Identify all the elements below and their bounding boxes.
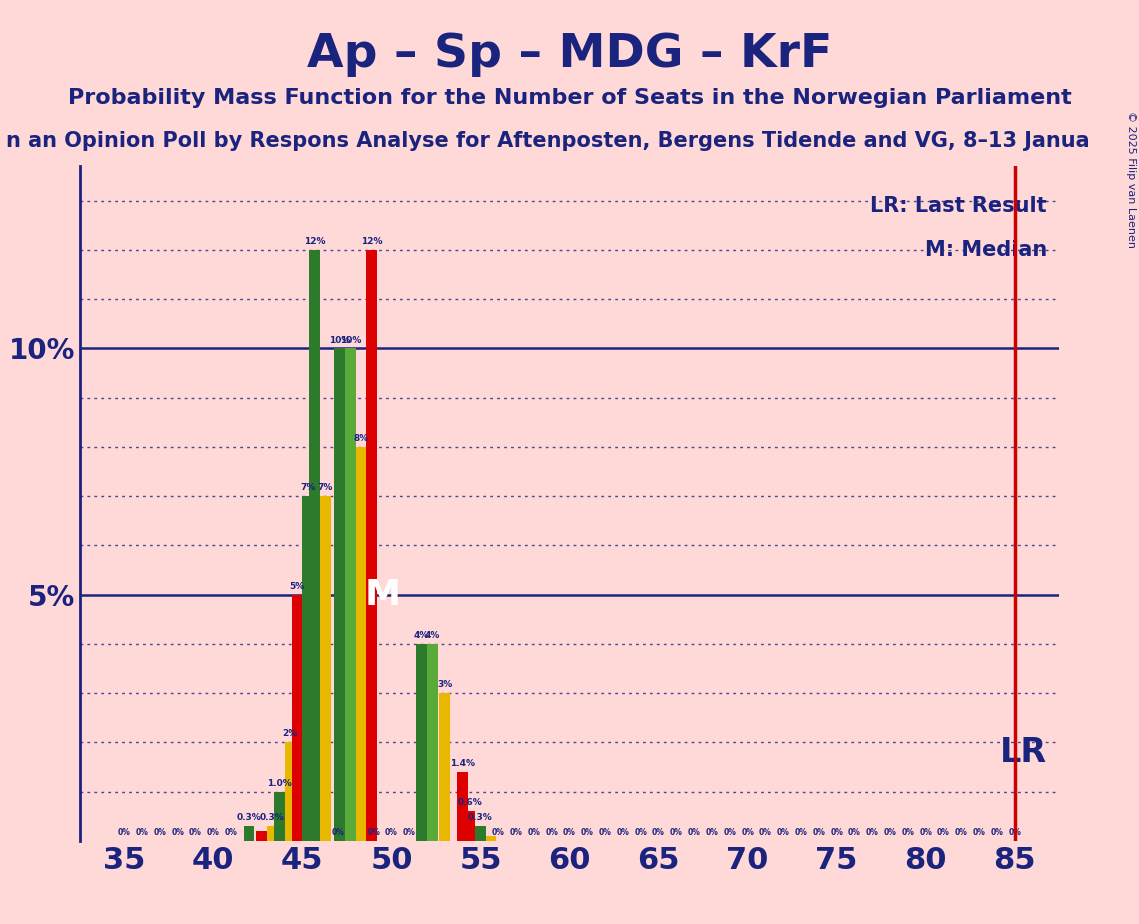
Text: 0%: 0% (154, 828, 166, 837)
Text: 4%: 4% (425, 631, 440, 640)
Bar (486, 836, 497, 841)
Text: 0%: 0% (812, 828, 826, 837)
Bar (367, 250, 377, 841)
Text: 3%: 3% (437, 680, 452, 689)
Text: 0%: 0% (759, 828, 772, 837)
Text: 0%: 0% (688, 828, 700, 837)
Bar (244, 826, 254, 841)
Text: 0%: 0% (634, 828, 647, 837)
Text: 4%: 4% (413, 631, 429, 640)
Bar (345, 348, 355, 841)
Bar (465, 811, 475, 841)
Bar (440, 693, 450, 841)
Text: 0%: 0% (171, 828, 185, 837)
Text: Ap – Sp – MDG – KrF: Ap – Sp – MDG – KrF (306, 32, 833, 78)
Text: 0%: 0% (973, 828, 985, 837)
Text: 0%: 0% (954, 828, 968, 837)
Text: 0%: 0% (723, 828, 736, 837)
Text: 0.3%: 0.3% (260, 813, 285, 822)
Text: 0%: 0% (385, 828, 398, 837)
Text: 10%: 10% (329, 335, 351, 345)
Bar (320, 496, 330, 841)
Text: 0%: 0% (367, 828, 380, 837)
Text: 0%: 0% (670, 828, 682, 837)
Bar (475, 826, 486, 841)
Text: 0%: 0% (741, 828, 754, 837)
Text: 0%: 0% (509, 828, 523, 837)
Bar (457, 772, 468, 841)
Text: LR: Last Result: LR: Last Result (870, 196, 1047, 215)
Bar (417, 644, 427, 841)
Text: 7%: 7% (300, 483, 316, 492)
Bar (292, 595, 302, 841)
Text: 1.0%: 1.0% (267, 779, 292, 787)
Text: 0%: 0% (581, 828, 593, 837)
Text: 0%: 0% (937, 828, 950, 837)
Text: 5%: 5% (289, 582, 304, 590)
Text: 0%: 0% (830, 828, 843, 837)
Bar (355, 447, 367, 841)
Text: 0%: 0% (403, 828, 416, 837)
Bar (256, 831, 267, 841)
Text: 0%: 0% (527, 828, 540, 837)
Text: 0%: 0% (705, 828, 719, 837)
Text: 0.3%: 0.3% (468, 813, 493, 822)
Text: LR: LR (1000, 736, 1047, 769)
Text: 0%: 0% (546, 828, 558, 837)
Text: 0%: 0% (1008, 828, 1022, 837)
Text: 7%: 7% (318, 483, 334, 492)
Text: 0%: 0% (991, 828, 1003, 837)
Text: M: M (364, 578, 401, 612)
Text: © 2025 Filip van Laenen: © 2025 Filip van Laenen (1126, 111, 1136, 248)
Text: 0%: 0% (207, 828, 220, 837)
Text: 0%: 0% (563, 828, 576, 837)
Text: 0%: 0% (331, 828, 344, 837)
Text: 0%: 0% (224, 828, 238, 837)
Bar (267, 826, 278, 841)
Bar (285, 742, 295, 841)
Text: 0%: 0% (189, 828, 202, 837)
Text: n an Opinion Poll by Respons Analyse for Aftenposten, Bergens Tidende and VG, 8–: n an Opinion Poll by Respons Analyse for… (6, 131, 1089, 152)
Text: 0%: 0% (884, 828, 896, 837)
Text: 0%: 0% (616, 828, 630, 837)
Text: 0.6%: 0.6% (458, 798, 482, 808)
Text: 2%: 2% (282, 729, 297, 738)
Text: 0%: 0% (901, 828, 915, 837)
Text: 1.4%: 1.4% (450, 759, 475, 768)
Bar (273, 792, 285, 841)
Text: 0%: 0% (795, 828, 808, 837)
Text: Probability Mass Function for the Number of Seats in the Norwegian Parliament: Probability Mass Function for the Number… (67, 88, 1072, 108)
Text: 0%: 0% (777, 828, 789, 837)
Text: 0%: 0% (136, 828, 148, 837)
Text: 8%: 8% (353, 434, 369, 443)
Text: 0%: 0% (492, 828, 505, 837)
Bar (335, 348, 345, 841)
Text: 0%: 0% (117, 828, 131, 837)
Bar (310, 250, 320, 841)
Text: 0%: 0% (599, 828, 612, 837)
Text: M: Median: M: Median (925, 240, 1047, 260)
Text: 0%: 0% (653, 828, 665, 837)
Text: 0%: 0% (849, 828, 861, 837)
Text: 12%: 12% (361, 237, 383, 246)
Text: 0%: 0% (919, 828, 932, 837)
Bar (427, 644, 437, 841)
Text: 10%: 10% (339, 335, 361, 345)
Text: 0.3%: 0.3% (237, 813, 261, 822)
Text: 0%: 0% (866, 828, 878, 837)
Text: 12%: 12% (304, 237, 326, 246)
Bar (302, 496, 313, 841)
